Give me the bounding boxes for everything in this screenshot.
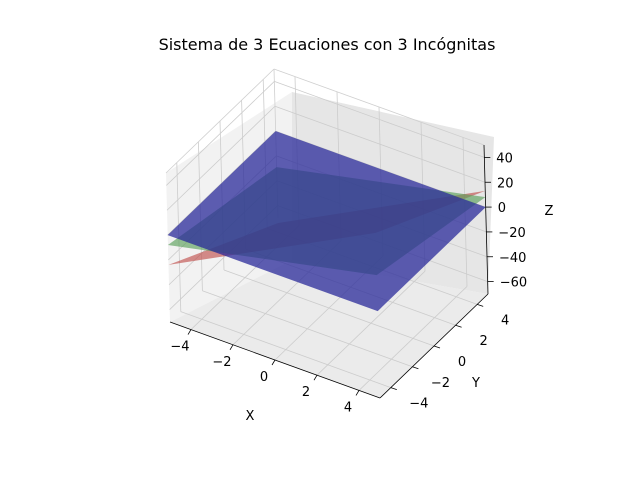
z-tick-label: −60 (500, 276, 527, 291)
x-tick-mark (355, 390, 360, 396)
z-axis-label: Z (545, 204, 554, 219)
z-axis-line (483, 144, 489, 295)
y-tick-label: −4 (409, 397, 428, 412)
y-tick-label: 4 (501, 313, 509, 328)
y-tick-label: −2 (431, 376, 450, 391)
z-tick-label: 20 (497, 176, 514, 191)
y-tick-mark (433, 345, 441, 349)
y-tick-labels: −4−2 024 (409, 313, 509, 411)
grid-line-z-left (167, 130, 276, 236)
grid-line-z-left (166, 105, 276, 211)
x-tick-mark (313, 374, 318, 381)
z-tick-label: 40 (496, 151, 513, 166)
y-tick-label: 2 (479, 334, 487, 349)
x-tick-label: 2 (302, 385, 310, 400)
x-axis-label: X (246, 409, 255, 424)
grid-line-y-floor (180, 311, 391, 388)
x-tick-labels: −4 −2 0 2 4 (170, 340, 352, 416)
grid-line-z-back (274, 105, 486, 183)
grid-line-y-floor (223, 269, 435, 347)
y-tick-label: 0 (458, 355, 466, 370)
floor-pane (170, 260, 488, 398)
y-tick-mark (412, 366, 419, 370)
y-tick-mark (390, 387, 397, 390)
y-tick-mark (477, 304, 484, 307)
x-tick-mark (271, 359, 276, 366)
pane-edge-back-top (273, 68, 485, 146)
z-tick-labels: −60 −40 −20 0 20 40 (496, 151, 527, 290)
x-tick-label: 4 (344, 400, 352, 415)
plane-3 (167, 131, 486, 312)
grid-line-y-floor (202, 290, 413, 368)
grid-line-z-back (274, 81, 485, 158)
x-tick-label: 0 (260, 370, 268, 385)
x-tick-label: −4 (170, 340, 189, 355)
chart-title: Sistema de 3 Ecuaciones con 3 Incógnitas (159, 35, 496, 54)
z-tick-label: −40 (499, 251, 526, 266)
z-tick-label: −20 (498, 226, 525, 241)
planes-group (167, 131, 486, 312)
grid-line-z-left (166, 81, 275, 186)
x-tick-label: −2 (212, 355, 231, 370)
tick-marks (187, 157, 494, 396)
z-tick-label: 0 (498, 201, 506, 216)
x-tick-mark (229, 344, 234, 351)
pane-edge-left-top (165, 68, 275, 174)
y-axis-label: Y (471, 376, 480, 391)
x-tick-mark (187, 329, 192, 335)
y-tick-mark (455, 324, 462, 328)
